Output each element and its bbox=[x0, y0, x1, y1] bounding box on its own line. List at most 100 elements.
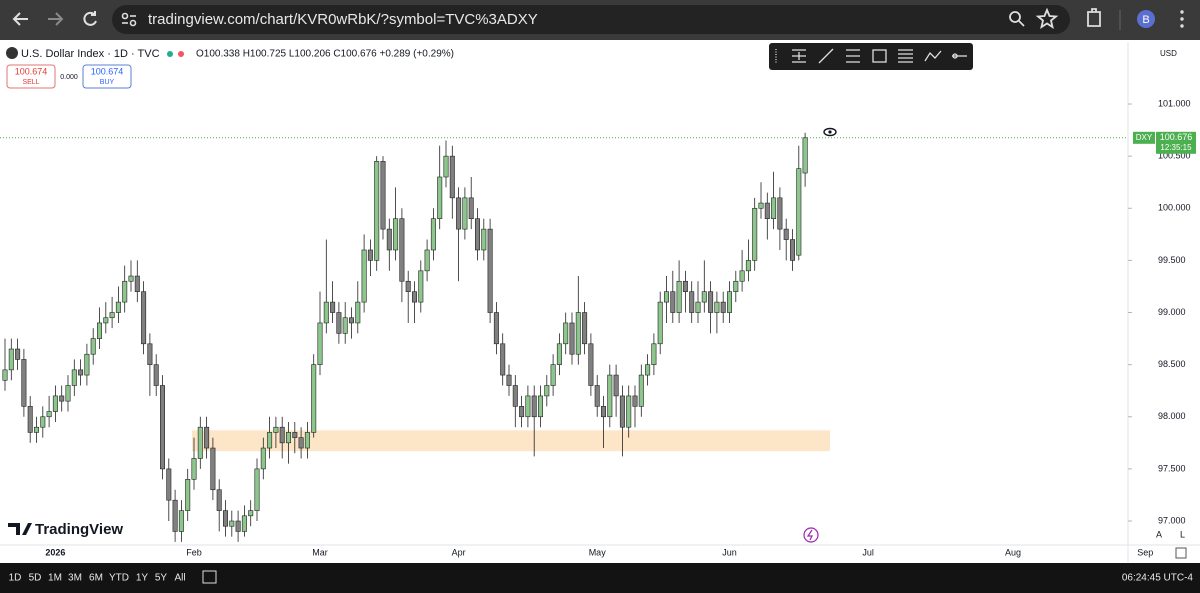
candle-body bbox=[128, 275, 134, 282]
back-button[interactable] bbox=[12, 12, 28, 26]
auto-scale-button[interactable]: A bbox=[1156, 529, 1162, 539]
candle-body bbox=[575, 312, 581, 355]
market-status bbox=[167, 51, 173, 57]
y-tick-label: 98.000 bbox=[1158, 411, 1186, 421]
candle-body bbox=[689, 291, 695, 313]
candle-body bbox=[405, 280, 411, 292]
tool[interactable] bbox=[846, 49, 860, 63]
range-button[interactable]: YTD bbox=[109, 573, 129, 584]
candle-body bbox=[40, 416, 46, 428]
visibility-icon[interactable] bbox=[823, 127, 837, 137]
candle-body bbox=[103, 317, 109, 324]
candle-body bbox=[160, 385, 166, 470]
candle-body bbox=[273, 426, 279, 433]
candle-body bbox=[525, 395, 531, 418]
candle-body bbox=[739, 270, 745, 282]
x-tick-label: Feb bbox=[186, 547, 202, 557]
candle-body bbox=[260, 447, 266, 470]
date-range-button[interactable] bbox=[202, 570, 217, 584]
sell-label: SELL bbox=[22, 79, 39, 86]
x-tick-label: Apr bbox=[452, 547, 466, 557]
settings-button[interactable] bbox=[1175, 547, 1187, 559]
range-button[interactable]: 1Y bbox=[136, 573, 149, 584]
price-tag-countdown: 12:35:15 bbox=[1160, 143, 1192, 152]
candle-body bbox=[361, 249, 367, 303]
candle-body bbox=[8, 348, 14, 371]
candle-body bbox=[210, 447, 216, 491]
candle-body bbox=[298, 437, 304, 449]
candle-body bbox=[223, 510, 229, 527]
menu-icon[interactable] bbox=[1180, 10, 1184, 28]
candle-body bbox=[204, 426, 210, 449]
url[interactable]: tradingview.com/chart/KVR0wRbK/?symbol=T… bbox=[148, 11, 538, 28]
candle-body bbox=[619, 395, 625, 428]
forward-button[interactable] bbox=[48, 12, 64, 26]
buy-button[interactable] bbox=[82, 64, 132, 89]
buy-price: 100.674 bbox=[91, 66, 124, 76]
candle-body bbox=[241, 515, 247, 532]
market-status bbox=[178, 51, 184, 57]
candle-body bbox=[336, 312, 342, 334]
candle-body bbox=[84, 353, 90, 376]
candle-body bbox=[733, 280, 739, 292]
candle-body bbox=[487, 228, 493, 313]
y-tick-label: 99.000 bbox=[1158, 307, 1186, 317]
candle-body bbox=[651, 343, 657, 365]
tool[interactable] bbox=[792, 49, 806, 63]
event-icon bbox=[806, 529, 813, 541]
range-button[interactable]: 3M bbox=[68, 573, 82, 584]
candle-body bbox=[216, 489, 222, 511]
candle-body bbox=[468, 197, 474, 220]
candle-body bbox=[796, 168, 802, 256]
candle-body bbox=[626, 395, 632, 428]
candle-body bbox=[147, 343, 153, 365]
candle-body bbox=[474, 218, 480, 251]
address-bar[interactable] bbox=[112, 5, 1070, 34]
range-button[interactable]: 5Y bbox=[155, 573, 168, 584]
candle-body bbox=[745, 260, 751, 272]
sell-button[interactable] bbox=[6, 64, 56, 89]
price-tag-symbol: DXY bbox=[1136, 133, 1153, 142]
drawing-tools bbox=[775, 48, 967, 64]
candle-body bbox=[537, 395, 543, 418]
candle-body bbox=[311, 364, 317, 433]
candle-body bbox=[758, 202, 764, 209]
logo-mark bbox=[8, 523, 32, 535]
range-button[interactable]: All bbox=[174, 573, 185, 584]
candle-body bbox=[33, 426, 39, 433]
y-tick-label: 97.500 bbox=[1158, 463, 1186, 473]
event-marker[interactable] bbox=[803, 527, 819, 543]
candle-body bbox=[695, 301, 701, 313]
ohlc-legend: O100.338 H100.725 L100.206 C100.676 +0.2… bbox=[196, 49, 454, 60]
range-button[interactable]: 5D bbox=[29, 573, 42, 584]
log-scale-button[interactable]: L bbox=[1180, 529, 1185, 539]
range-button[interactable]: 1D bbox=[9, 573, 22, 584]
range-button[interactable]: 1M bbox=[48, 573, 62, 584]
candle-body bbox=[2, 369, 8, 381]
candle-body bbox=[21, 359, 27, 407]
candle-body bbox=[569, 322, 575, 355]
price-tag-symbol-box bbox=[1133, 131, 1155, 144]
candle-body bbox=[456, 197, 462, 230]
candle-body bbox=[134, 275, 140, 292]
x-tick-label: Jun bbox=[722, 547, 737, 557]
address-icons bbox=[1009, 7, 1101, 29]
range-button[interactable]: 6M bbox=[89, 573, 103, 584]
candle-body bbox=[714, 301, 720, 313]
avatar[interactable] bbox=[1137, 10, 1155, 28]
spread: 0.000 bbox=[60, 74, 78, 81]
candle-body bbox=[783, 228, 789, 240]
tool[interactable] bbox=[818, 48, 834, 64]
site-info-icon bbox=[121, 12, 137, 27]
tool[interactable] bbox=[924, 50, 942, 62]
candle-body bbox=[367, 249, 373, 261]
y-tick-label: 98.500 bbox=[1158, 359, 1186, 369]
candle-body bbox=[317, 322, 323, 365]
tool[interactable] bbox=[872, 49, 887, 63]
tool[interactable] bbox=[898, 49, 913, 63]
candle-body bbox=[279, 426, 285, 444]
candle-body bbox=[802, 137, 808, 174]
x-tick-label: May bbox=[589, 547, 607, 557]
reload-button[interactable] bbox=[83, 11, 97, 26]
